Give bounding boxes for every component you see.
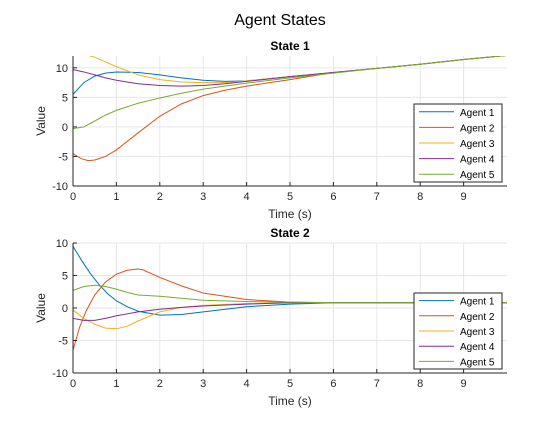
- x-tick-label: 6: [330, 191, 336, 203]
- x-tick-label: 2: [157, 378, 163, 390]
- y-tick-label: 0: [62, 122, 68, 134]
- x-tick-label: 0: [70, 378, 76, 390]
- y-tick-label: -5: [58, 151, 68, 163]
- x-axis-label: Time (s): [268, 394, 312, 408]
- x-tick-label: 7: [374, 378, 380, 390]
- subplot-title: State 2: [270, 226, 310, 240]
- x-tick-label: 8: [417, 191, 423, 203]
- y-tick-label: -10: [52, 181, 68, 193]
- x-tick-label: 0: [70, 191, 76, 203]
- x-tick-label: 4: [244, 378, 250, 390]
- series-line-agent-5: [73, 284, 507, 304]
- axes-state-2: 0 1 2 3 4 5 6 7 8 9 -10 -5 0 5 10 State 2 Time (s) Value A…: [34, 226, 507, 408]
- x-axis-label: Time (s): [268, 207, 312, 221]
- x-tick-label: 3: [200, 378, 206, 390]
- legend-label: Agent 5: [460, 170, 495, 181]
- x-tick-label: 9: [461, 378, 467, 390]
- y-tick-label: -10: [52, 368, 68, 380]
- axes-state-1: 0 1 2 3 4 5 6 7 8 9 -10 -5 0 5 10 State 1 Time (s) Value A…: [34, 39, 507, 221]
- x-tick-label: 9: [461, 191, 467, 203]
- y-axis-label: Value: [34, 106, 48, 136]
- legend-label: Agent 2: [460, 312, 495, 323]
- legend-label: Agent 2: [460, 123, 495, 134]
- x-tick-label: 3: [200, 191, 206, 203]
- x-tick-label: 6: [330, 378, 336, 390]
- y-tick-label: 10: [56, 63, 68, 75]
- series-line-agent-5: [73, 56, 507, 130]
- legend: Agent 1 Agent 2 Agent 3 Agent 4 Agent 5: [413, 103, 503, 183]
- y-tick-label: -5: [58, 336, 68, 348]
- legend-label: Agent 4: [460, 155, 495, 166]
- legend-label: Agent 1: [460, 297, 495, 308]
- legend: Agent 1 Agent 2 Agent 3 Agent 4 Agent 5: [413, 292, 503, 370]
- x-tick-label: 5: [287, 378, 293, 390]
- x-tick-label: 8: [417, 378, 423, 390]
- x-tick-label: 1: [113, 378, 119, 390]
- x-tick-label: 4: [244, 191, 250, 203]
- figure-title: Agent States: [234, 12, 326, 29]
- y-tick-label: 0: [62, 303, 68, 315]
- subplot-title: State 1: [270, 39, 310, 53]
- y-tick-label: 5: [62, 92, 68, 104]
- legend-label: Agent 1: [460, 108, 495, 119]
- x-tick-label: 7: [374, 191, 380, 203]
- y-axis-label: Value: [34, 293, 48, 323]
- y-tick-label: 5: [62, 271, 68, 283]
- legend-label: Agent 3: [460, 139, 495, 150]
- legend-label: Agent 4: [460, 342, 495, 353]
- x-tick-label: 5: [287, 191, 293, 203]
- x-tick-label: 1: [113, 191, 119, 203]
- x-tick-label: 2: [157, 191, 163, 203]
- y-tick-label: 10: [56, 238, 68, 250]
- legend-label: Agent 5: [460, 357, 495, 368]
- legend-label: Agent 3: [460, 327, 495, 338]
